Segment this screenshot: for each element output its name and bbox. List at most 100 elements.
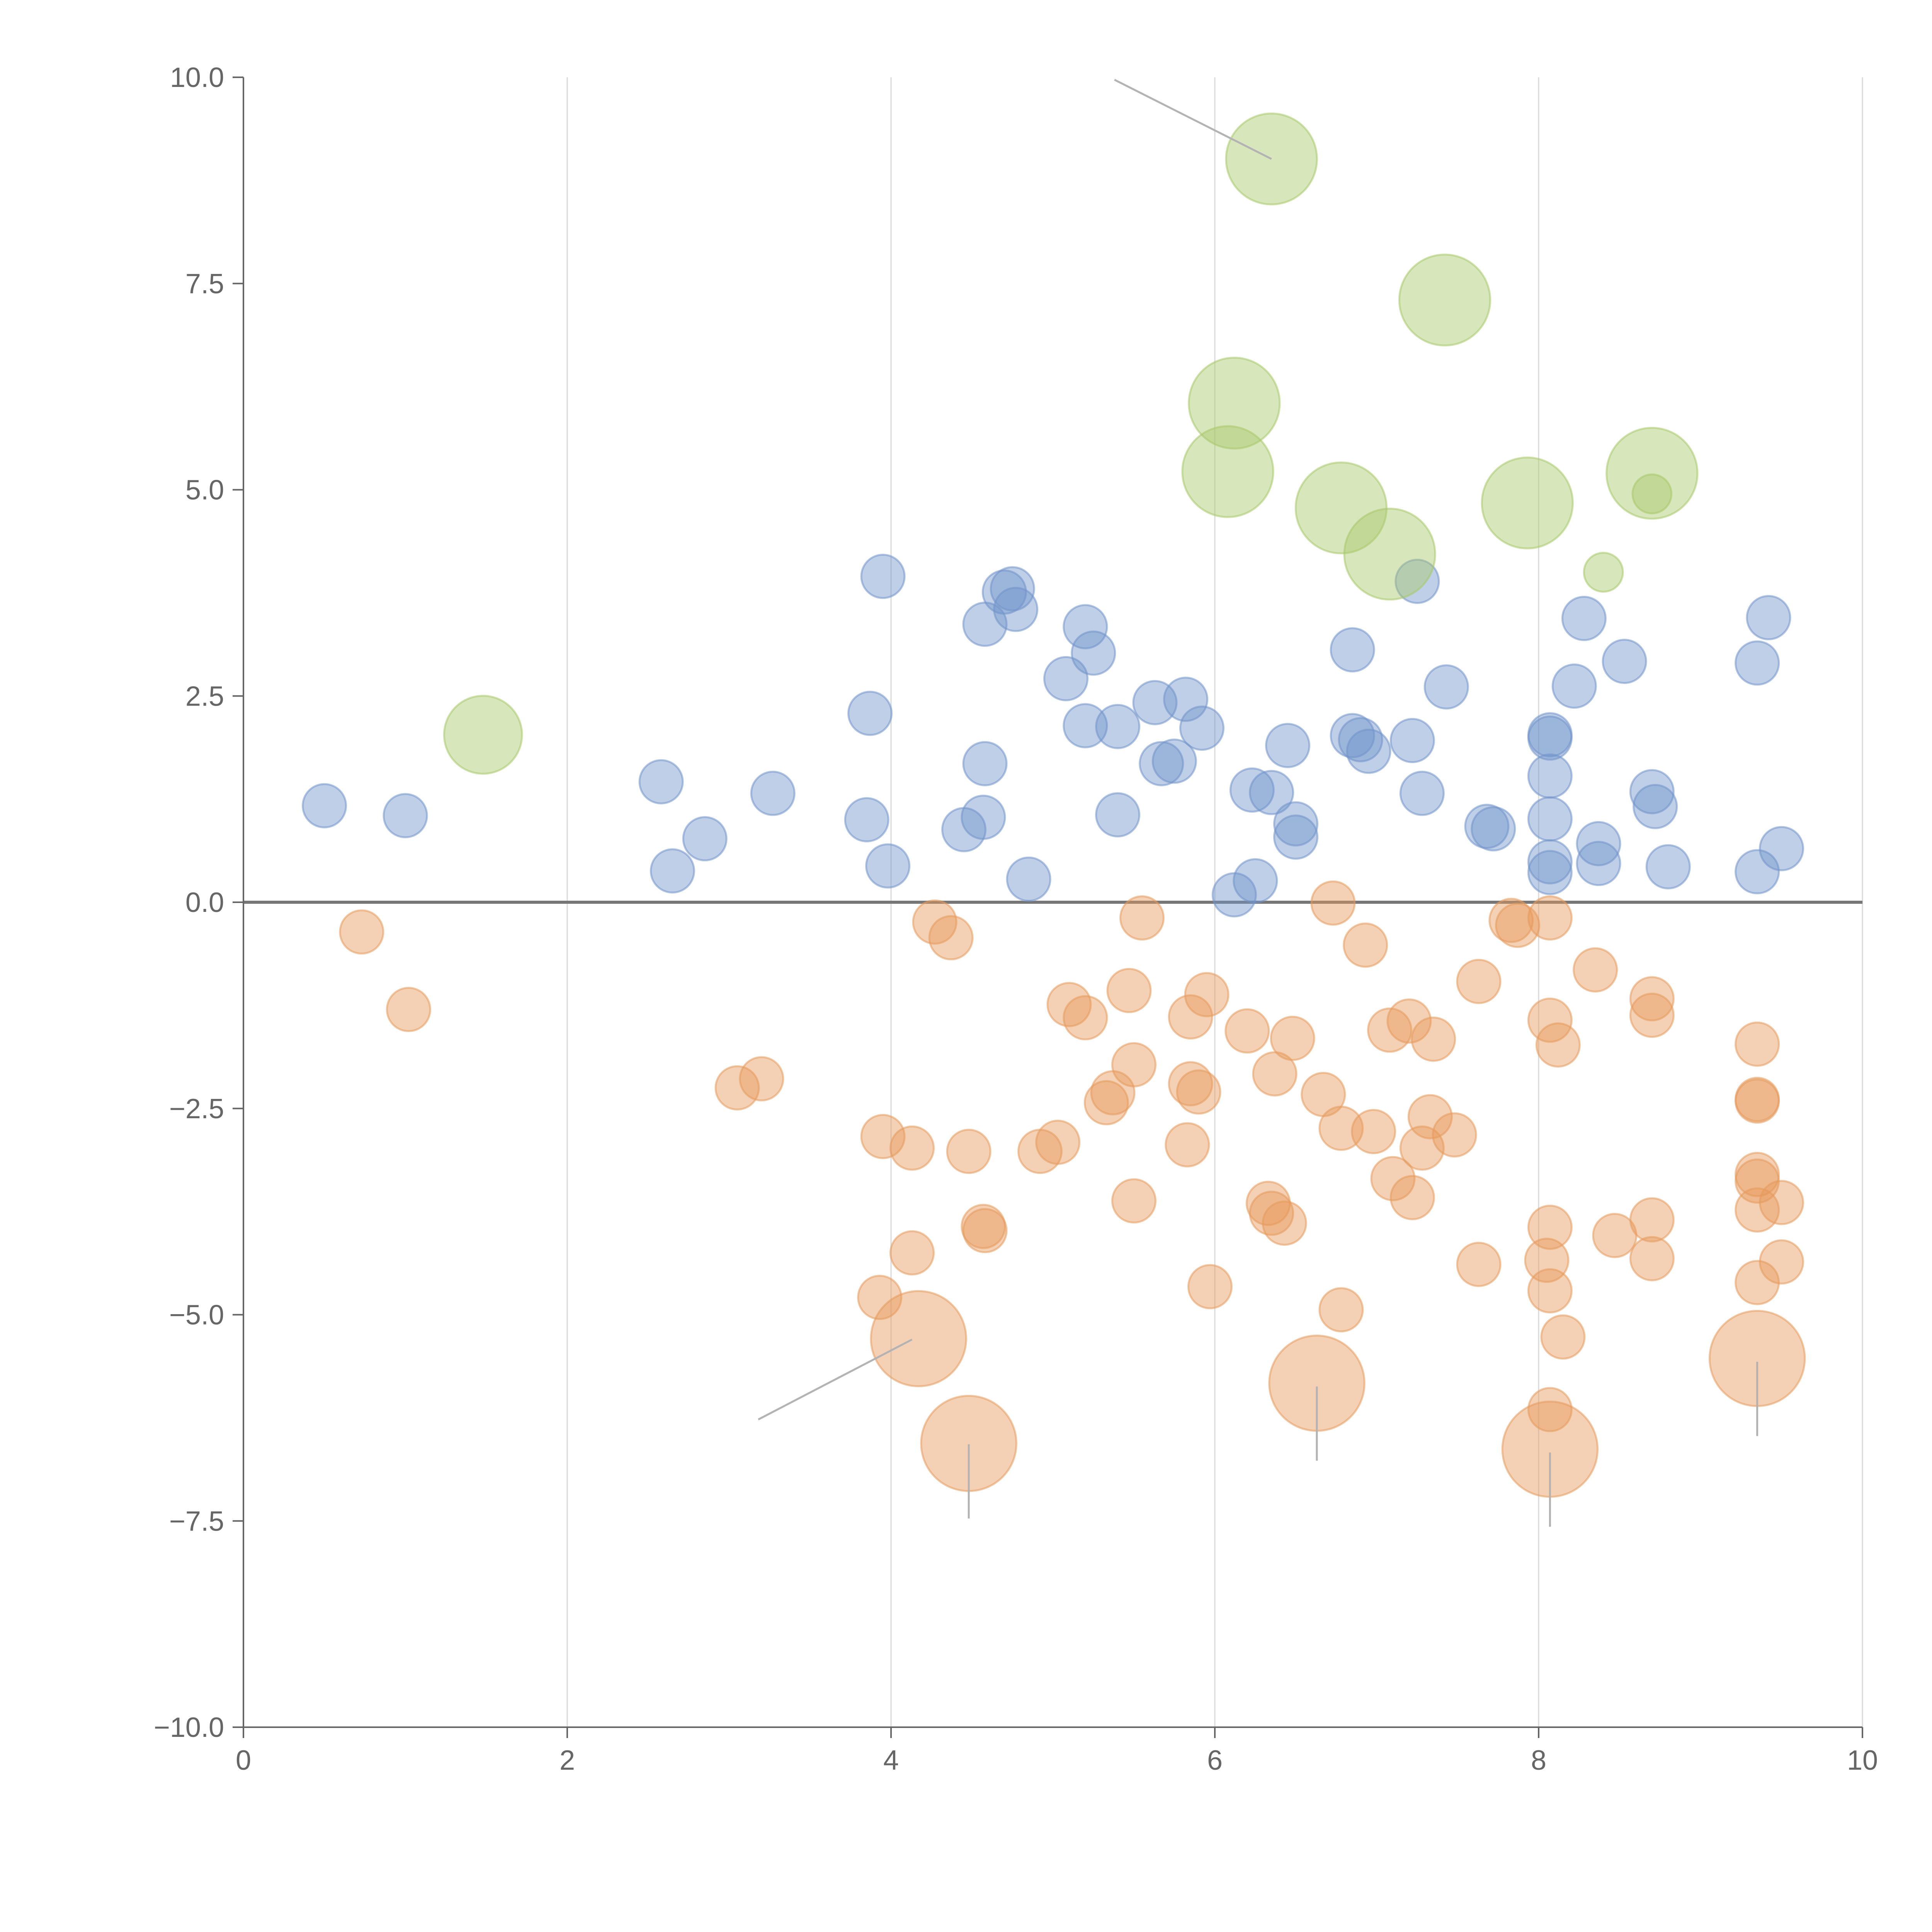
data-point-positive <box>1229 767 1275 813</box>
y-tick-label: −5.0 <box>169 1300 224 1331</box>
data-point-negative <box>1735 1078 1780 1124</box>
data-point-positive <box>1006 856 1051 902</box>
x-tick-label: 4 <box>883 1745 899 1776</box>
y-tick-label: −2.5 <box>169 1094 224 1124</box>
data-point-positive <box>1139 741 1184 786</box>
data-point-negative <box>860 1114 906 1159</box>
data-point-negative <box>1111 1042 1156 1088</box>
data-point-positive <box>1389 718 1435 764</box>
data-point-negative <box>1456 959 1502 1004</box>
data-point-positive <box>1576 821 1621 866</box>
data-point-negative <box>1310 880 1356 926</box>
data-point-positive <box>1095 792 1141 838</box>
data-point-positive <box>1629 769 1675 815</box>
data-point-negative <box>1262 1201 1307 1246</box>
data-point-negative <box>1629 992 1675 1038</box>
data-point-positive <box>1071 630 1116 676</box>
data-point-negative <box>1386 998 1432 1044</box>
x-tick-label: 2 <box>560 1745 575 1776</box>
data-point-positive <box>847 690 893 736</box>
data-point-negative <box>1432 1112 1477 1158</box>
data-point-positive <box>1273 801 1318 847</box>
data-point-positive <box>1576 841 1621 886</box>
x-tick-label: 8 <box>1531 1745 1546 1776</box>
y-tick-label: −10.0 <box>154 1712 224 1743</box>
data-point-large <box>1631 473 1673 515</box>
data-point-positive <box>383 793 428 838</box>
data-point-negative <box>1527 1204 1573 1250</box>
axes: 10.0 7.5 5.0 2.5 0.0 −2.5 −5.0 −7.5 −10.0 0 2 4 6 8 10 <box>154 62 1878 1776</box>
data-point-negative <box>1411 1016 1456 1062</box>
data-point-positive <box>962 741 1008 786</box>
data-point-positive <box>844 797 889 842</box>
data-point-positive <box>1551 663 1597 709</box>
data-point-large <box>1188 357 1281 450</box>
data-point-negative <box>1318 1287 1364 1333</box>
data-point-negative <box>1629 976 1675 1022</box>
data-point-positive <box>638 759 684 804</box>
data-point-large <box>1343 507 1436 601</box>
annotation-leader-line <box>758 1338 913 1420</box>
data-point-positive <box>650 848 695 894</box>
data-point-negative <box>1187 1264 1233 1310</box>
data-point-positive <box>1233 858 1278 903</box>
data-point-negative <box>1735 1187 1780 1233</box>
data-point-large <box>1398 253 1492 347</box>
data-point-negative <box>1318 1105 1364 1151</box>
data-point-positive <box>1602 639 1647 684</box>
data-point-negative <box>1168 994 1213 1040</box>
data-point-positive <box>961 794 1006 840</box>
data-point-positive <box>1527 850 1573 895</box>
data-point-positive <box>1151 738 1197 784</box>
data-point-negative <box>1573 947 1618 993</box>
data-point-negative <box>1176 1069 1221 1115</box>
data-point-positive <box>1273 814 1318 860</box>
data-point-negative <box>1063 995 1108 1041</box>
data-point-positive <box>1399 770 1445 816</box>
data-point-negative <box>1165 1122 1210 1168</box>
data-point-negative <box>1351 1109 1396 1155</box>
data-point-negative <box>1456 1242 1502 1287</box>
data-point-negative <box>1527 1387 1573 1432</box>
data-point-negative <box>1106 968 1152 1013</box>
data-point-negative <box>870 1290 967 1388</box>
data-point-negative <box>1270 1015 1315 1061</box>
data-point-large <box>1583 552 1624 593</box>
data-point-negative <box>889 1230 935 1276</box>
data-point-negative <box>1527 895 1573 941</box>
data-point-negative <box>1389 1175 1435 1220</box>
data-point-positive <box>1471 806 1516 852</box>
data-point-negative <box>1527 1268 1573 1314</box>
data-point-negative <box>1370 1156 1416 1201</box>
data-point-negative <box>1488 898 1534 943</box>
data-point-positive <box>1346 728 1391 774</box>
data-point-positive <box>1179 706 1225 751</box>
data-point-negative <box>1629 1197 1675 1243</box>
data-point-large <box>1181 425 1274 518</box>
data-point-positive <box>1746 595 1791 640</box>
data-point-negative <box>961 1204 1006 1249</box>
data-point-negative <box>386 987 431 1032</box>
data-point-negative <box>1225 1008 1270 1054</box>
data-point-positive <box>1395 558 1440 604</box>
data-point-positive <box>1095 704 1141 749</box>
data-point-negative <box>1527 997 1573 1043</box>
y-tick-label: 2.5 <box>185 681 224 712</box>
data-point-positive <box>1423 664 1469 710</box>
data-point-positive <box>1063 604 1108 650</box>
data-point-positive <box>1249 770 1294 815</box>
data-point-positive <box>1527 715 1573 761</box>
data-point-positive <box>1063 703 1108 748</box>
data-point-negative <box>889 1125 935 1171</box>
annotation-leader-line <box>1114 79 1272 160</box>
data-point-negative <box>1111 1178 1156 1224</box>
x-tick-label: 10 <box>1847 1745 1878 1776</box>
data-point-positive <box>981 569 1027 615</box>
data-point-negative <box>1184 972 1230 1017</box>
data-point-negative <box>1759 1239 1804 1285</box>
y-tick-label: 5.0 <box>185 475 224 506</box>
data-point-negative <box>1759 1180 1804 1225</box>
data-point-negative <box>1035 1119 1081 1165</box>
